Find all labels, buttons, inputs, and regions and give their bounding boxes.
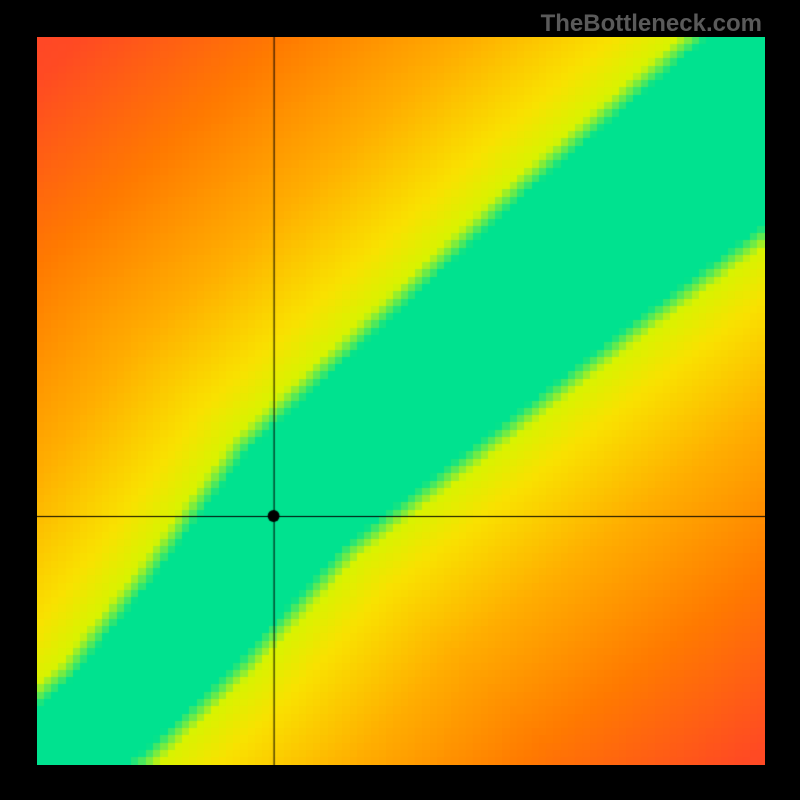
heatmap-canvas	[37, 37, 765, 765]
chart-container	[37, 37, 765, 765]
watermark-label: TheBottleneck.com	[541, 10, 762, 38]
